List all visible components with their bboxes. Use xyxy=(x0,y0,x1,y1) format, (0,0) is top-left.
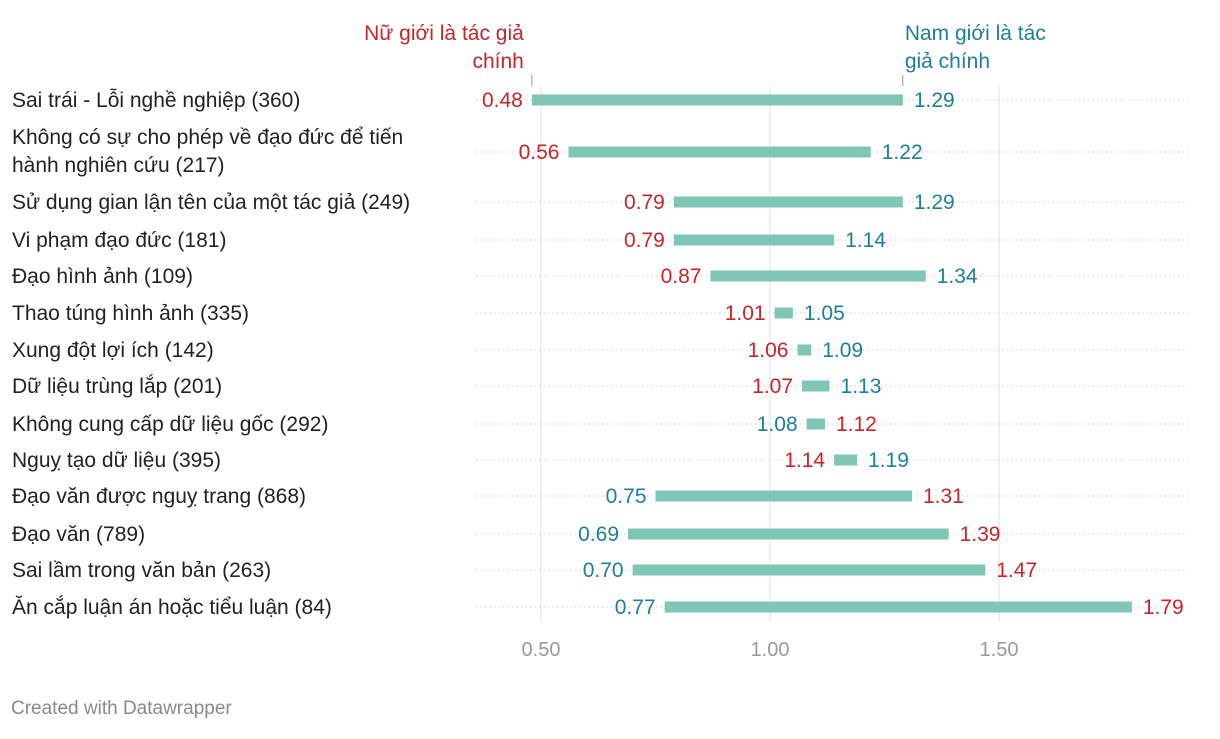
range-bar xyxy=(628,528,949,540)
range-bar xyxy=(531,94,903,106)
female-value-label: 0.56 xyxy=(519,141,560,164)
category-label: Đạo hình ảnh (109) xyxy=(12,265,193,288)
range-bar xyxy=(802,380,830,392)
range-bar xyxy=(673,196,903,208)
male-value-label: 1.34 xyxy=(937,265,978,288)
category-label: Vi phạm đạo đức (181) xyxy=(12,229,226,252)
range-bar xyxy=(797,344,812,356)
male-value-label: 1.05 xyxy=(804,302,845,325)
male-value-label: 0.69 xyxy=(578,523,619,546)
female-value-label: 0.79 xyxy=(624,229,665,252)
range-bar xyxy=(710,270,926,282)
range-bar xyxy=(834,454,858,466)
male-value-label: 0.70 xyxy=(583,559,624,582)
category-label: Đạo văn (789) xyxy=(12,523,145,546)
male-value-label: 0.77 xyxy=(615,596,656,619)
category-label: Xung đột lợi ích (142) xyxy=(12,339,214,362)
female-value-label: 1.79 xyxy=(1143,596,1184,619)
legend-male-label: Nam giới là tác xyxy=(905,22,1046,45)
female-value-label: 1.39 xyxy=(960,523,1001,546)
category-label: Nguỵ tạo dữ liệu (395) xyxy=(12,449,221,472)
category-label: Sai lầm trong văn bản (263) xyxy=(12,559,271,582)
female-value-label: 1.01 xyxy=(725,302,766,325)
category-label: Thao túng hình ảnh (335) xyxy=(12,302,249,325)
category-label: Đạo văn được nguỵ trang (868) xyxy=(12,485,306,508)
range-bar xyxy=(664,601,1132,613)
male-value-label: 1.29 xyxy=(914,191,955,214)
category-label: Không cung cấp dữ liệu gốc (292) xyxy=(12,413,328,436)
category-label: Sử dụng gian lận tên của một tác giả (24… xyxy=(12,191,410,214)
male-value-label: 1.14 xyxy=(845,229,886,252)
range-bar xyxy=(632,564,986,576)
female-value-label: 1.47 xyxy=(996,559,1037,582)
range-bar xyxy=(673,234,835,246)
female-value-label: 1.06 xyxy=(748,339,789,362)
x-tick-label: 1.00 xyxy=(751,639,790,661)
category-label: Ăn cắp luận án hoặc tiểu luận (84) xyxy=(12,596,332,619)
range-bar xyxy=(568,146,871,158)
legend-female-label: Nữ giới là tác giả xyxy=(364,22,524,45)
range-bar xyxy=(774,307,793,319)
range-bar xyxy=(806,418,825,430)
female-value-label: 0.48 xyxy=(482,89,523,112)
x-tick-label: 1.50 xyxy=(980,639,1019,661)
footer-credit: Created with Datawrapper xyxy=(11,698,232,719)
male-value-label: 1.22 xyxy=(882,141,923,164)
category-label: Sai trái - Lỗi nghề nghiệp (360) xyxy=(12,89,300,112)
category-label: hành nghiên cứu (217) xyxy=(12,154,225,177)
male-value-label: 1.08 xyxy=(757,413,798,436)
male-value-label: 1.19 xyxy=(868,449,909,472)
male-value-label: 1.09 xyxy=(822,339,863,362)
male-value-label: 1.13 xyxy=(841,375,882,398)
female-value-label: 0.79 xyxy=(624,191,665,214)
legend-female-label: chính xyxy=(472,50,523,73)
category-label: Không có sự cho phép về đạo đức để tiến xyxy=(12,126,403,149)
legend-male-label: giả chính xyxy=(905,50,990,73)
female-value-label: 1.31 xyxy=(923,485,964,508)
female-value-label: 1.07 xyxy=(752,375,793,398)
x-tick-label: 0.50 xyxy=(522,639,561,661)
female-value-label: 0.87 xyxy=(661,265,702,288)
male-value-label: 0.75 xyxy=(606,485,647,508)
female-value-label: 1.12 xyxy=(836,413,877,436)
range-bar xyxy=(655,490,912,502)
female-value-label: 1.14 xyxy=(784,449,825,472)
category-label: Dữ liệu trùng lắp (201) xyxy=(12,375,222,398)
male-value-label: 1.29 xyxy=(914,89,955,112)
